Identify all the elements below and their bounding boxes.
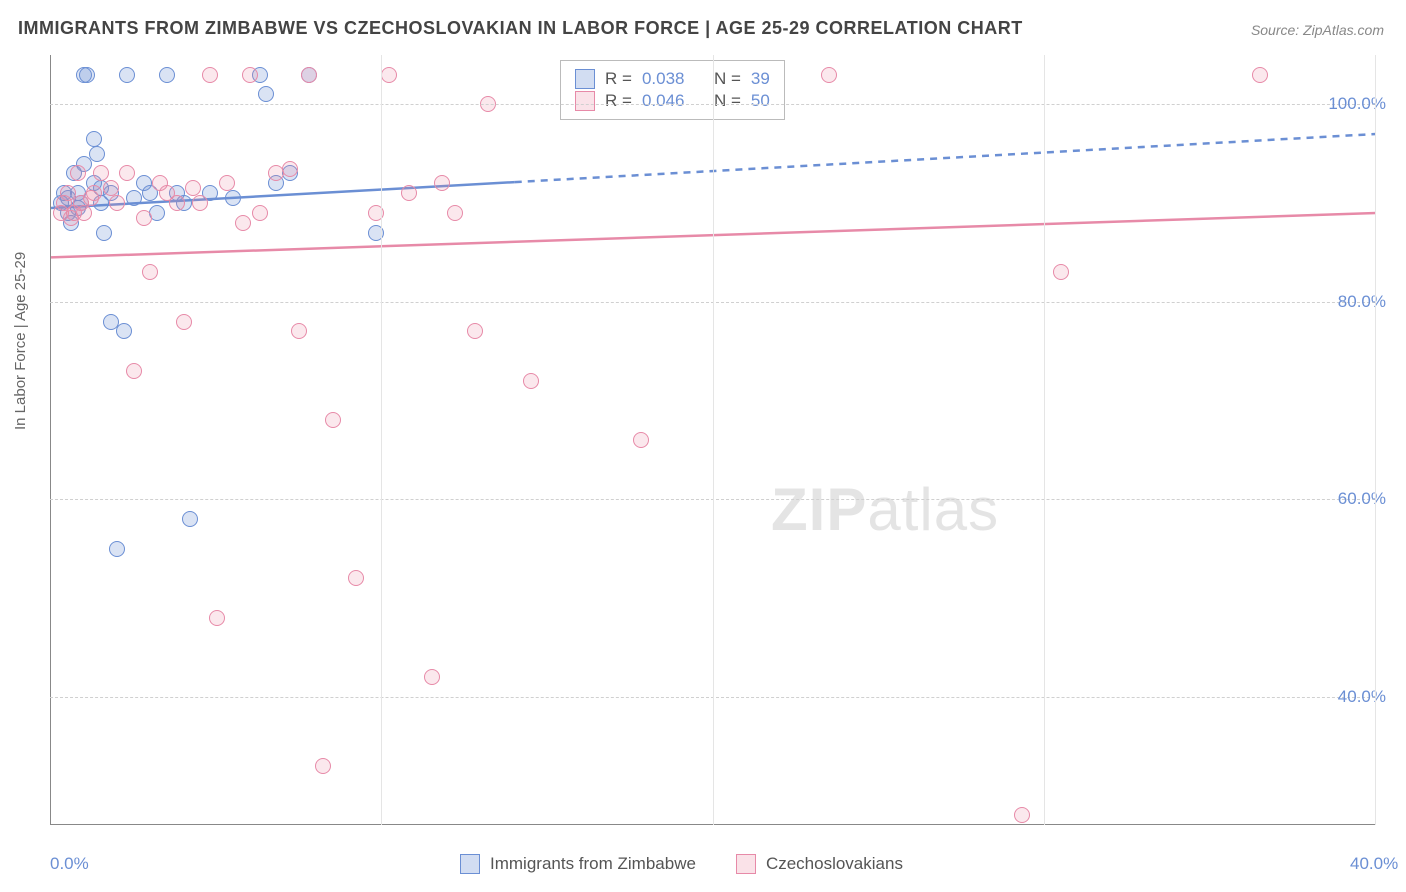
data-point — [325, 412, 341, 428]
data-point — [86, 131, 102, 147]
gridline-v — [713, 55, 714, 825]
chart-title: IMMIGRANTS FROM ZIMBABWE VS CZECHOSLOVAK… — [18, 18, 1023, 39]
data-point — [447, 205, 463, 221]
data-point — [821, 67, 837, 83]
data-point — [159, 67, 175, 83]
y-tick-label: 80.0% — [1338, 292, 1386, 312]
data-point — [89, 146, 105, 162]
legend-series: Immigrants from Zimbabwe Czechoslovakians — [460, 854, 903, 874]
data-point — [291, 323, 307, 339]
data-point — [1053, 264, 1069, 280]
trendlines-svg — [51, 55, 1376, 825]
legend-stats: R = 0.038 N = 39 R = 0.046 N = 50 — [560, 60, 785, 120]
data-point — [424, 669, 440, 685]
data-point — [225, 190, 241, 206]
gridline-v — [1375, 55, 1376, 825]
data-point — [109, 195, 125, 211]
n-value: 39 — [751, 69, 770, 89]
data-point — [381, 67, 397, 83]
x-tick-label: 40.0% — [1350, 854, 1398, 874]
r-value: 0.038 — [642, 69, 685, 89]
legend-swatch-icon — [575, 69, 595, 89]
data-point — [176, 314, 192, 330]
data-point — [103, 180, 119, 196]
data-point — [282, 161, 298, 177]
r-value: 0.046 — [642, 91, 685, 111]
data-point — [242, 67, 258, 83]
x-tick-label: 0.0% — [50, 854, 89, 874]
data-point — [142, 264, 158, 280]
data-point — [235, 215, 251, 231]
data-point — [209, 610, 225, 626]
data-point — [219, 175, 235, 191]
data-point — [136, 210, 152, 226]
chart-container: IMMIGRANTS FROM ZIMBABWE VS CZECHOSLOVAK… — [0, 0, 1406, 892]
n-label: N = — [714, 91, 741, 111]
legend-swatch-icon — [575, 91, 595, 111]
data-point — [126, 190, 142, 206]
data-point — [96, 225, 112, 241]
n-label: N = — [714, 69, 741, 89]
data-point — [252, 205, 268, 221]
legend-series-label: Immigrants from Zimbabwe — [490, 854, 696, 874]
y-axis-label: In Labor Force | Age 25-29 — [12, 252, 29, 430]
legend-swatch-icon — [460, 854, 480, 874]
data-point — [202, 67, 218, 83]
legend-series-item: Immigrants from Zimbabwe — [460, 854, 696, 874]
data-point — [348, 570, 364, 586]
data-point — [434, 175, 450, 191]
data-point — [119, 67, 135, 83]
data-point — [119, 165, 135, 181]
y-tick-label: 40.0% — [1338, 687, 1386, 707]
data-point — [93, 165, 109, 181]
data-point — [401, 185, 417, 201]
data-point — [182, 511, 198, 527]
data-point — [633, 432, 649, 448]
legend-series-label: Czechoslovakians — [766, 854, 903, 874]
data-point — [109, 541, 125, 557]
y-tick-label: 60.0% — [1338, 489, 1386, 509]
data-point — [467, 323, 483, 339]
data-point — [76, 205, 92, 221]
data-point — [86, 185, 102, 201]
data-point — [315, 758, 331, 774]
legend-stat-row: R = 0.046 N = 50 — [575, 91, 770, 111]
data-point — [185, 180, 201, 196]
trendline-dashed — [515, 134, 1376, 182]
data-point — [116, 323, 132, 339]
legend-stat-row: R = 0.038 N = 39 — [575, 69, 770, 89]
legend-swatch-icon — [736, 854, 756, 874]
gridline-v — [1044, 55, 1045, 825]
legend-series-item: Czechoslovakians — [736, 854, 903, 874]
n-value: 50 — [751, 91, 770, 111]
data-point — [1014, 807, 1030, 823]
data-point — [169, 195, 185, 211]
data-point — [70, 165, 86, 181]
data-point — [79, 67, 95, 83]
watermark: ZIPatlas — [771, 475, 999, 544]
y-tick-label: 100.0% — [1328, 94, 1386, 114]
data-point — [258, 86, 274, 102]
data-point — [1252, 67, 1268, 83]
gridline-v — [381, 55, 382, 825]
r-label: R = — [605, 91, 632, 111]
data-point — [523, 373, 539, 389]
data-point — [126, 363, 142, 379]
data-point — [192, 195, 208, 211]
source-label: Source: ZipAtlas.com — [1251, 22, 1384, 38]
r-label: R = — [605, 69, 632, 89]
data-point — [301, 67, 317, 83]
